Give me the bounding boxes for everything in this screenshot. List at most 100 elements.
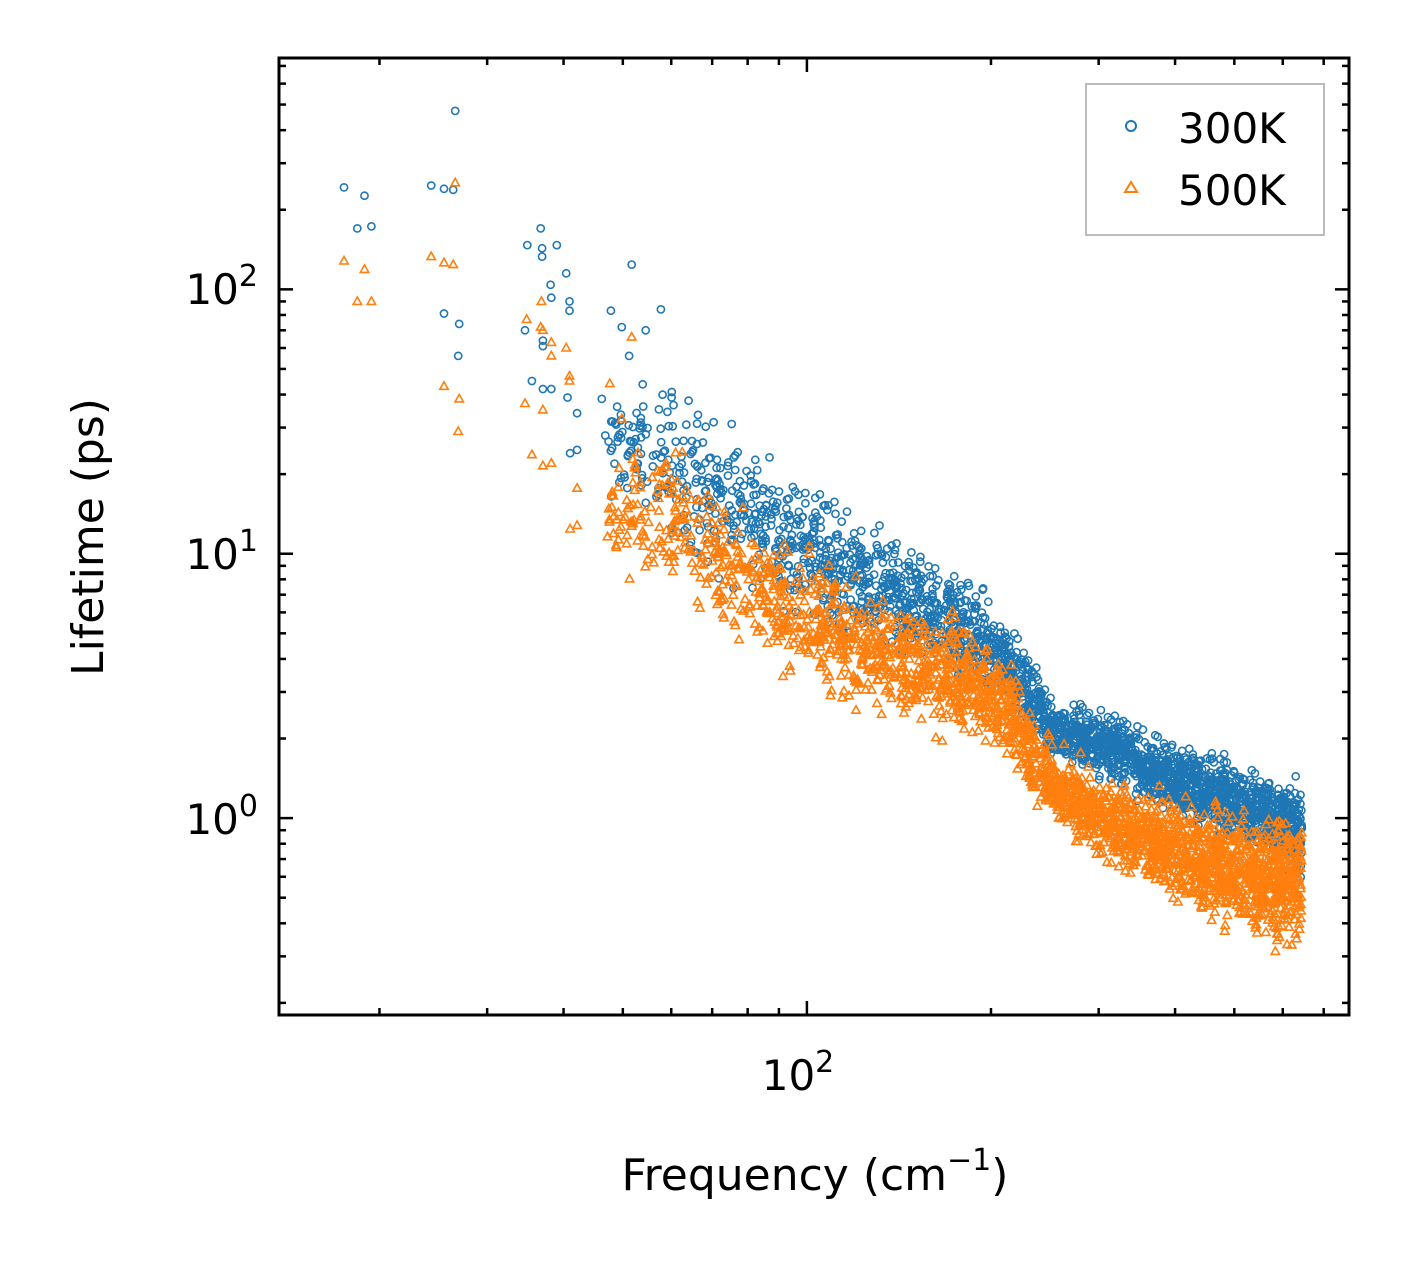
data-point-500K	[1216, 880, 1228, 891]
data-point-500K	[1220, 897, 1232, 908]
data-point-500K	[1251, 926, 1263, 937]
data-point-500K	[867, 648, 880, 659]
data-point-300K	[995, 622, 1005, 632]
data-point-500K	[856, 636, 868, 647]
data-point-500K	[906, 643, 919, 654]
data-point-500K	[616, 412, 628, 423]
data-point-300K	[1103, 734, 1113, 743]
data-point-500K	[1271, 816, 1283, 827]
data-point-500K	[714, 585, 726, 596]
data-point-300K	[538, 336, 548, 345]
data-point-500K	[905, 684, 917, 695]
data-point-300K	[1154, 766, 1164, 775]
data-point-300K	[1250, 769, 1260, 778]
data-point-500K	[788, 637, 800, 648]
data-point-500K	[1239, 899, 1251, 910]
data-point-300K	[960, 618, 970, 628]
data-point-500K	[933, 671, 945, 682]
data-point-500K	[694, 571, 707, 582]
data-point-300K	[856, 526, 866, 536]
data-point-300K	[668, 421, 678, 431]
data-point-500K	[967, 636, 979, 647]
data-point-300K	[983, 597, 993, 607]
data-point-500K	[1131, 844, 1143, 855]
data-point-500K	[918, 676, 930, 687]
data-point-300K	[681, 420, 691, 430]
data-point-300K	[565, 296, 574, 306]
data-point-500K	[757, 600, 769, 611]
data-point-500K	[942, 635, 954, 646]
data-point-500K	[656, 535, 668, 546]
data-point-500K	[1141, 836, 1153, 847]
data-point-500K	[986, 707, 998, 718]
data-point-500K	[1029, 780, 1041, 791]
data-point-300K	[1194, 756, 1204, 766]
data-point-500K	[1203, 848, 1216, 859]
data-point-500K	[673, 493, 685, 504]
data-point-500K	[838, 653, 850, 664]
data-point-300K	[1081, 725, 1091, 735]
data-point-500K	[931, 690, 943, 701]
data-point-300K	[723, 457, 733, 467]
data-point-300K	[1253, 809, 1262, 819]
data-point-300K	[1202, 791, 1212, 801]
data-point-500K	[685, 545, 697, 556]
data-point-300K	[1154, 778, 1163, 788]
data-point-300K	[815, 565, 825, 575]
data-point-500K	[692, 512, 704, 523]
data-point-300K	[822, 505, 832, 515]
data-point-500K	[794, 589, 807, 600]
data-point-500K	[871, 697, 883, 708]
data-point-500K	[929, 625, 941, 636]
data-point-500K	[654, 542, 666, 553]
data-point-500K	[1233, 860, 1245, 871]
data-point-500K	[639, 560, 651, 571]
data-point-500K	[646, 548, 658, 559]
data-point-300K	[606, 446, 616, 456]
data-point-500K	[732, 526, 744, 537]
data-point-500K	[812, 604, 824, 615]
data-point-300K	[768, 497, 778, 507]
data-point-500K	[1085, 808, 1097, 819]
data-point-300K	[1139, 770, 1149, 780]
data-point-500K	[753, 553, 765, 564]
data-point-500K	[1106, 777, 1118, 788]
data-point-300K	[1084, 744, 1094, 754]
data-point-500K	[1209, 906, 1221, 917]
data-point-500K	[735, 547, 748, 558]
data-point-300K	[563, 393, 572, 402]
data-point-300K	[910, 568, 920, 578]
data-point-300K	[565, 448, 575, 458]
data-point-500K	[895, 659, 907, 670]
data-point-300K	[1167, 740, 1177, 750]
data-point-500K	[937, 712, 949, 723]
data-point-300K	[820, 570, 830, 580]
data-point-500K	[1014, 685, 1026, 696]
data-point-500K	[1051, 779, 1063, 790]
data-point-500K	[1203, 878, 1215, 889]
data-point-500K	[1241, 843, 1253, 854]
data-point-300K	[693, 410, 703, 420]
data-point-500K	[1062, 763, 1075, 774]
data-point-300K	[784, 523, 793, 533]
data-point-500K	[933, 691, 945, 702]
data-point-500K	[1009, 748, 1021, 759]
data-point-300K	[1131, 730, 1141, 740]
data-point-500K	[1118, 854, 1130, 865]
data-point-500K	[894, 632, 906, 643]
data-point-500K	[876, 638, 888, 649]
data-point-300K	[1061, 730, 1070, 740]
data-point-500K	[946, 605, 959, 616]
data-point-500K	[972, 671, 985, 682]
data-point-300K	[795, 541, 804, 551]
data-point-500K	[1143, 865, 1155, 876]
data-point-500K	[994, 731, 1006, 742]
data-point-500K	[603, 513, 615, 524]
data-point-300K	[1154, 755, 1164, 765]
data-point-500K	[1206, 828, 1218, 839]
data-point-500K	[1089, 827, 1101, 838]
data-point-300K	[1286, 805, 1295, 814]
data-point-500K	[1209, 795, 1222, 806]
data-point-500K	[877, 612, 889, 623]
data-point-500K	[930, 666, 942, 677]
